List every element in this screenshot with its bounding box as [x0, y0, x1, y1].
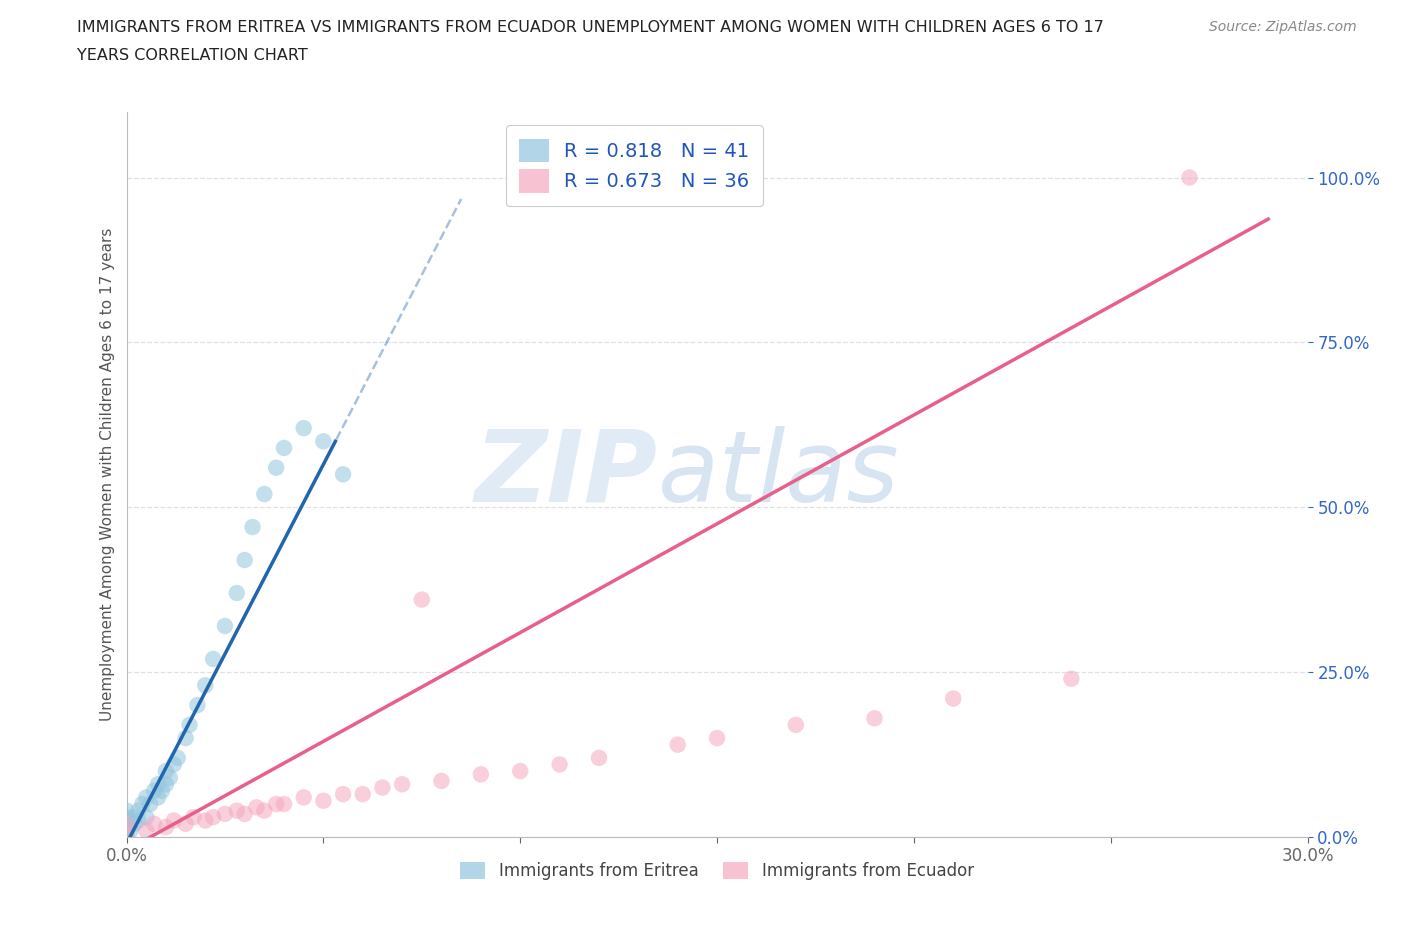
Point — [155, 777, 177, 791]
Point — [785, 717, 807, 732]
Legend: Immigrants from Eritrea, Immigrants from Ecuador: Immigrants from Eritrea, Immigrants from… — [454, 856, 980, 886]
Point — [371, 780, 394, 795]
Point — [139, 797, 162, 812]
Point — [124, 817, 146, 831]
Point — [548, 757, 571, 772]
Point — [155, 819, 177, 834]
Point — [115, 826, 138, 841]
Point — [186, 698, 208, 712]
Point — [127, 804, 149, 818]
Point — [159, 770, 181, 785]
Point — [225, 804, 247, 818]
Point — [273, 441, 295, 456]
Point — [155, 764, 177, 778]
Point — [273, 797, 295, 812]
Point — [115, 830, 138, 844]
Point — [150, 783, 173, 798]
Point — [264, 460, 287, 475]
Point — [115, 819, 138, 834]
Point — [115, 810, 138, 825]
Point — [202, 652, 225, 667]
Point — [233, 552, 256, 567]
Point — [163, 813, 186, 828]
Point — [312, 793, 335, 808]
Point — [391, 777, 413, 791]
Point — [242, 520, 264, 535]
Point — [253, 804, 276, 818]
Point — [163, 757, 186, 772]
Text: YEARS CORRELATION CHART: YEARS CORRELATION CHART — [77, 48, 308, 63]
Point — [942, 691, 965, 706]
Point — [202, 810, 225, 825]
Y-axis label: Unemployment Among Women with Children Ages 6 to 17 years: Unemployment Among Women with Children A… — [100, 228, 115, 721]
Point — [292, 790, 315, 804]
Point — [179, 717, 201, 732]
Text: IMMIGRANTS FROM ERITREA VS IMMIGRANTS FROM ECUADOR UNEMPLOYMENT AMONG WOMEN WITH: IMMIGRANTS FROM ERITREA VS IMMIGRANTS FR… — [77, 20, 1104, 35]
Point — [135, 810, 157, 825]
Point — [194, 678, 217, 693]
Point — [115, 817, 138, 831]
Point — [245, 800, 267, 815]
Point — [470, 767, 492, 782]
Point — [509, 764, 531, 778]
Point — [312, 434, 335, 449]
Point — [863, 711, 886, 725]
Point — [120, 823, 142, 838]
Point — [666, 737, 689, 752]
Point — [135, 823, 157, 838]
Point — [115, 826, 138, 841]
Point — [214, 618, 236, 633]
Point — [194, 813, 217, 828]
Point — [135, 790, 157, 804]
Point — [214, 806, 236, 821]
Point — [430, 774, 453, 789]
Point — [183, 810, 205, 825]
Point — [146, 790, 169, 804]
Point — [588, 751, 610, 765]
Point — [1060, 671, 1083, 686]
Point — [332, 787, 354, 802]
Point — [174, 731, 197, 746]
Point — [115, 823, 138, 838]
Point — [174, 817, 197, 831]
Point — [127, 813, 149, 828]
Point — [146, 777, 169, 791]
Point — [124, 810, 146, 825]
Point — [115, 813, 138, 828]
Text: Source: ZipAtlas.com: Source: ZipAtlas.com — [1209, 20, 1357, 34]
Point — [706, 731, 728, 746]
Text: atlas: atlas — [658, 426, 900, 523]
Point — [115, 817, 138, 831]
Point — [1178, 170, 1201, 185]
Point — [143, 783, 166, 798]
Point — [253, 486, 276, 501]
Point — [143, 817, 166, 831]
Point — [411, 592, 433, 607]
Point — [131, 797, 153, 812]
Point — [352, 787, 374, 802]
Point — [166, 751, 188, 765]
Point — [115, 804, 138, 818]
Point — [332, 467, 354, 482]
Point — [233, 806, 256, 821]
Point — [264, 797, 287, 812]
Point — [292, 420, 315, 435]
Point — [225, 586, 247, 601]
Text: ZIP: ZIP — [475, 426, 658, 523]
